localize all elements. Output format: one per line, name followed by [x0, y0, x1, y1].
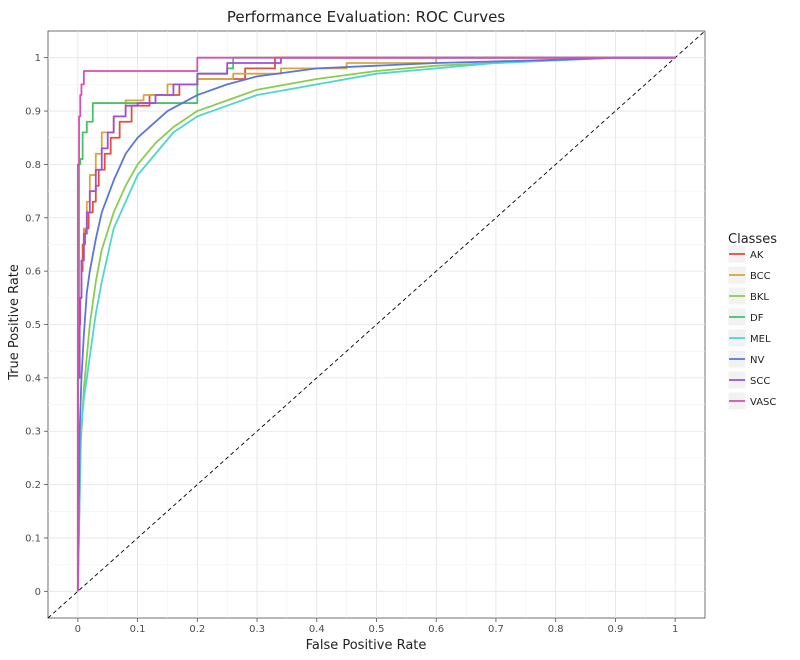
x-tick-label: 0: [75, 624, 81, 635]
x-tick-label: 0.7: [488, 624, 504, 635]
series-line-scc: [76, 56, 676, 592]
series-line-nv: [76, 56, 676, 592]
legend-label-ak: AK: [750, 250, 764, 261]
y-tick-label: 0.4: [25, 373, 41, 384]
legend-label-scc: SCC: [750, 376, 770, 387]
y-tick-label: 0.1: [25, 533, 41, 544]
y-tick-label: 0.8: [25, 160, 41, 171]
legend-label-vasc: VASC: [750, 397, 776, 408]
legend: AK BCC BKL DF MEL NV SCC VASC: [727, 244, 776, 411]
y-tick-label: 0.6: [25, 267, 41, 278]
y-tick-label: 0.2: [25, 480, 41, 491]
legend-label-mel: MEL: [750, 334, 771, 345]
legend-label-nv: NV: [750, 355, 764, 366]
x-tick-label: 0.3: [249, 624, 265, 635]
x-tick-label: 0.9: [607, 624, 623, 635]
y-tick-label: 0.9: [25, 107, 41, 118]
y-axis-title: True Positive Rate: [7, 264, 22, 381]
legend-label-bcc: BCC: [750, 271, 771, 282]
chart-title: Performance Evaluation: ROC Curves: [227, 8, 506, 26]
x-tick-label: 1: [672, 624, 678, 635]
x-tick-label: 0.4: [309, 624, 325, 635]
y-tick-label: 0.3: [25, 427, 41, 438]
x-tick-label: 0.6: [428, 624, 444, 635]
x-tick-label: 0.1: [130, 624, 146, 635]
x-axis-title: False Positive Rate: [306, 638, 427, 653]
x-tick-label: 0.8: [548, 624, 564, 635]
series-line-mel: [76, 56, 676, 592]
x-tick-label: 0.2: [189, 624, 205, 635]
legend-title: Classes: [728, 232, 777, 247]
y-axis-ticks: 0 0.1 0.2 0.3 0.4 0.5 0.6 0.7 0.8 0.9 1: [25, 53, 48, 598]
y-tick-label: 0.5: [25, 320, 41, 331]
y-tick-label: 1: [35, 53, 41, 64]
y-tick-label: 0: [35, 587, 41, 598]
x-axis-ticks: 0 0.1 0.2 0.3 0.4 0.5 0.6 0.7 0.8 0.9 1: [75, 618, 678, 635]
legend-label-bkl: BKL: [750, 292, 769, 303]
y-tick-label: 0.7: [25, 213, 41, 224]
series-layer: [76, 56, 676, 592]
series-line-vasc: [76, 56, 676, 592]
legend-label-df: DF: [750, 313, 764, 324]
x-tick-label: 0.5: [369, 624, 385, 635]
